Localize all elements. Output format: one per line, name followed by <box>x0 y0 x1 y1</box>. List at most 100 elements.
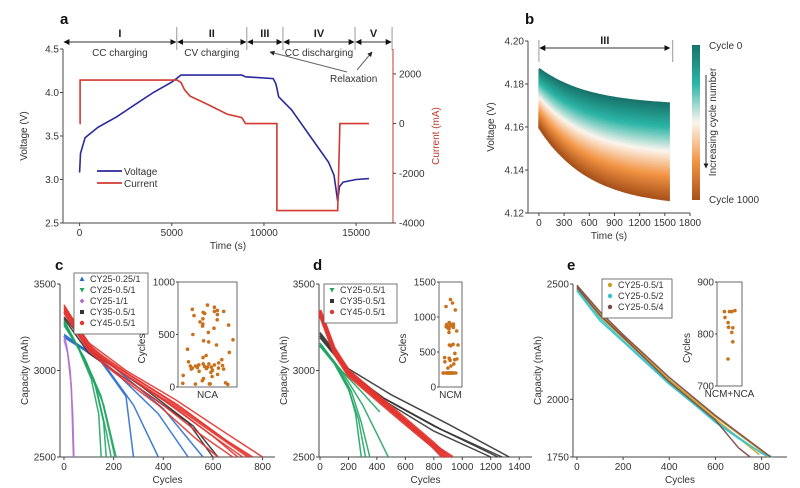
inset-point <box>444 304 448 309</box>
inset-point <box>447 356 452 361</box>
y-tick-label: 3.5 <box>45 132 59 143</box>
inset-category-label: NCM <box>439 390 462 401</box>
inset-point <box>447 330 451 335</box>
inset-point <box>216 361 221 365</box>
inset-y-tick-label: 0 <box>430 383 436 394</box>
capacity-curve <box>318 314 447 459</box>
inset-point <box>446 366 450 370</box>
inset-point <box>197 363 201 367</box>
inset-point <box>190 307 195 312</box>
y-axis-label: Voltage (V) <box>486 102 497 151</box>
inset-box <box>177 281 238 388</box>
inset-y-tick-label: 0 <box>169 383 175 394</box>
inset-category-label: NCA <box>197 390 218 401</box>
panel-label-d: d <box>313 257 322 274</box>
inset-point <box>220 357 224 362</box>
x-tick-label: 1200 <box>480 462 503 473</box>
legend-label: CY25-0.5/1 <box>340 285 386 295</box>
phase-label: II <box>209 28 215 40</box>
legend-marker <box>79 276 85 281</box>
legend-marker <box>80 310 84 314</box>
x-tick-label: 600 <box>397 462 414 473</box>
inset-point <box>450 301 455 305</box>
capacity-curve <box>63 312 219 458</box>
legend-label: CY25-1/1 <box>90 296 128 306</box>
inset-point <box>212 305 217 310</box>
x-tick-label: 400 <box>661 462 678 473</box>
inset-point <box>205 365 210 369</box>
x-tick-label: 800 <box>254 462 271 473</box>
inset-point <box>449 364 453 368</box>
inset-y-tick-label: 1500 <box>414 278 437 289</box>
legend-label: CY35-0.5/1 <box>90 307 136 317</box>
inset-point <box>201 317 205 321</box>
legend-label: Voltage <box>124 167 158 178</box>
panel-label-e: e <box>567 257 575 274</box>
x-tick-label: 200 <box>615 462 632 473</box>
y-tick-label: 4.16 <box>505 123 525 134</box>
y-tick-label: 3500 <box>34 280 57 291</box>
colorbar-top-label: Cycle 0 <box>709 41 743 52</box>
y2-axis-label: Current (mA) <box>431 107 442 165</box>
y-tick-label: 2000 <box>547 395 570 406</box>
x-tick-label: 200 <box>340 462 357 473</box>
inset-point <box>192 313 196 318</box>
inset-point <box>201 355 205 360</box>
x-tick-label: 400 <box>369 462 386 473</box>
inset-point <box>726 357 730 361</box>
inset-y-tick-label: 500 <box>158 330 175 341</box>
inset-point <box>454 371 458 375</box>
inset-point <box>204 353 208 358</box>
x-tick-label: 1200 <box>629 218 652 229</box>
inset-point <box>456 343 460 347</box>
inset-point <box>205 303 210 307</box>
colorbar-bottom-label: Cycle 1000 <box>709 195 759 206</box>
inset-point <box>452 362 456 366</box>
inset-y-tick-label: 500 <box>419 348 436 359</box>
x-tick-label: 600 <box>707 462 724 473</box>
x-tick-label: 200 <box>105 462 122 473</box>
series-line-voltage <box>78 74 370 202</box>
inset-y-axis-label: Cycles <box>682 333 693 363</box>
x-tick-label: 10000 <box>250 228 278 239</box>
x-tick-label: 800 <box>425 462 442 473</box>
y-tick-label: 3500 <box>293 280 316 291</box>
phase-label: III <box>260 28 269 40</box>
y-tick-label: 4.0 <box>45 88 59 99</box>
legend-marker <box>330 299 334 303</box>
inset-point <box>200 324 205 328</box>
legend-label: CY35-0.5/1 <box>340 296 386 306</box>
inset-y-tick-label: 800 <box>697 330 714 341</box>
legend <box>601 278 673 319</box>
inset-point <box>206 340 211 344</box>
capacity-curve <box>63 336 159 458</box>
legend-marker <box>79 298 85 304</box>
panel-label-c: c <box>55 257 63 274</box>
x-tick-label: 1800 <box>679 218 702 229</box>
inset-point <box>216 366 221 370</box>
inset-point <box>226 323 231 327</box>
inset-category-label: NCM+NCA <box>705 389 755 400</box>
inset-point <box>215 318 219 322</box>
inset-point <box>442 355 447 360</box>
inset-point <box>226 382 230 387</box>
inset-point <box>215 312 220 317</box>
legend-label: CY45-0.5/1 <box>340 307 386 317</box>
inset-point <box>447 371 451 375</box>
x-tick-label: 0 <box>61 462 67 473</box>
y-tick-label: 4.12 <box>505 209 525 220</box>
y-tick-label: 2500 <box>293 453 316 464</box>
inset-point <box>193 382 198 386</box>
x-tick-label: 0 <box>77 228 83 239</box>
inset-point <box>195 365 200 370</box>
cycle-curve <box>537 126 671 202</box>
inset-point <box>209 365 214 369</box>
y-tick-label: 2500 <box>547 280 570 291</box>
x-tick-label: 15000 <box>342 228 370 239</box>
x-tick-label: 800 <box>753 462 770 473</box>
y-tick-label: 4.14 <box>505 166 525 177</box>
inset-point <box>185 347 190 352</box>
y2-tick-label: -2000 <box>399 169 425 180</box>
legend-marker <box>329 288 335 293</box>
inset-point <box>212 326 216 331</box>
